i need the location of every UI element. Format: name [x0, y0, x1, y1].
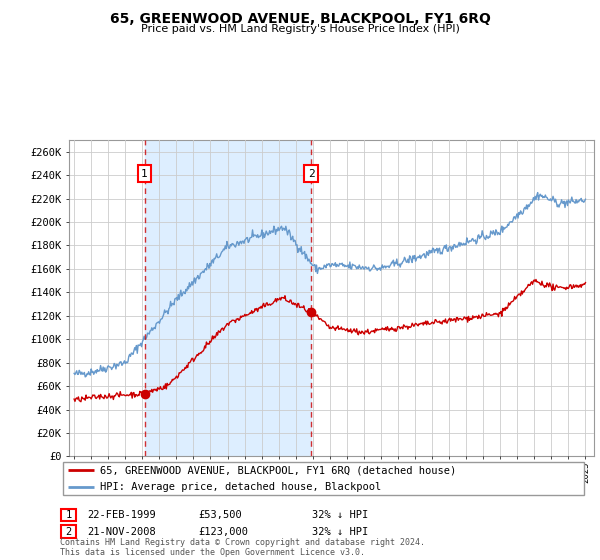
Text: £53,500: £53,500: [198, 510, 242, 520]
Text: 22-FEB-1999: 22-FEB-1999: [87, 510, 156, 520]
Text: Price paid vs. HM Land Registry's House Price Index (HPI): Price paid vs. HM Land Registry's House …: [140, 24, 460, 34]
FancyBboxPatch shape: [61, 508, 76, 521]
Text: 65, GREENWOOD AVENUE, BLACKPOOL, FY1 6RQ: 65, GREENWOOD AVENUE, BLACKPOOL, FY1 6RQ: [110, 12, 490, 26]
Text: Contains HM Land Registry data © Crown copyright and database right 2024.
This d: Contains HM Land Registry data © Crown c…: [60, 538, 425, 557]
FancyBboxPatch shape: [62, 461, 584, 495]
Text: 65, GREENWOOD AVENUE, BLACKPOOL, FY1 6RQ (detached house): 65, GREENWOOD AVENUE, BLACKPOOL, FY1 6RQ…: [100, 465, 456, 475]
Text: 21-NOV-2008: 21-NOV-2008: [87, 527, 156, 537]
Text: £123,000: £123,000: [198, 527, 248, 537]
Text: HPI: Average price, detached house, Blackpool: HPI: Average price, detached house, Blac…: [100, 482, 381, 492]
Text: 2: 2: [65, 527, 71, 536]
Bar: [145, 140, 311, 456]
Text: 1: 1: [141, 169, 148, 179]
FancyBboxPatch shape: [61, 525, 76, 538]
Text: 32% ↓ HPI: 32% ↓ HPI: [312, 510, 368, 520]
Text: 2: 2: [308, 169, 314, 179]
Text: 1: 1: [65, 510, 71, 520]
Text: 32% ↓ HPI: 32% ↓ HPI: [312, 527, 368, 537]
